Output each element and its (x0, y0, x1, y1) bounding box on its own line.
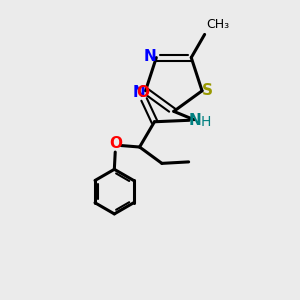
Text: S: S (202, 83, 213, 98)
Text: H: H (201, 115, 211, 129)
Text: N: N (143, 49, 156, 64)
Text: O: O (136, 85, 149, 100)
Text: N: N (188, 113, 201, 128)
Text: N: N (133, 85, 145, 100)
Text: O: O (109, 136, 122, 151)
Text: CH₃: CH₃ (206, 19, 229, 32)
